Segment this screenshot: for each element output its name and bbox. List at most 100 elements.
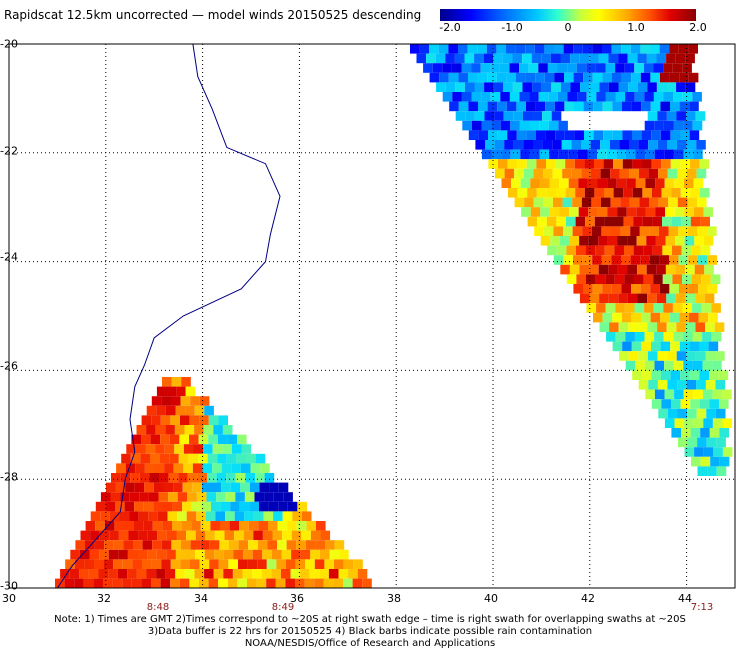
wind-cell [124, 521, 134, 531]
wind-cell [454, 53, 465, 64]
wind-cell [201, 482, 212, 493]
wind-cell [248, 521, 259, 531]
wind-cell [654, 120, 664, 131]
wind-cell [150, 434, 161, 445]
wind-cell [608, 53, 619, 64]
wind-cell [168, 473, 179, 483]
wind-cell [263, 511, 274, 521]
wind-cell [646, 236, 656, 246]
wind-cell [151, 415, 161, 425]
wind-cell [634, 303, 645, 313]
wind-cell [118, 530, 129, 541]
wind-cell [147, 549, 157, 560]
wind-cell [509, 92, 520, 102]
wind-cell [561, 140, 572, 150]
wind-cell [320, 530, 331, 541]
wind-cell [141, 434, 151, 445]
wind-cell [234, 511, 245, 521]
wind-cell [694, 236, 704, 246]
wind-cell [533, 140, 543, 150]
wind-cell [249, 482, 260, 493]
wind-cell [641, 101, 651, 112]
wind-cell [551, 111, 562, 121]
wind-cell [621, 312, 632, 323]
wind-cell [599, 293, 609, 304]
wind-cell [238, 540, 249, 550]
wind-cell [483, 53, 494, 64]
wind-cell [89, 549, 100, 560]
wind-cell [548, 120, 559, 131]
wind-cell [301, 530, 311, 541]
wind-cell [707, 255, 717, 265]
lat-label: -26 [0, 359, 18, 373]
note-line-3: NOAA/NESDIS/Office of Research and Appli… [244, 638, 496, 649]
wind-cell [109, 511, 120, 521]
wind-cell [498, 159, 508, 169]
wind-cell [690, 188, 700, 198]
wind-cell [649, 255, 660, 265]
wind-cell [592, 44, 602, 54]
wind-cell [647, 293, 657, 304]
wind-cell [503, 82, 513, 92]
wind-cell [190, 559, 200, 569]
wind-cell [617, 207, 627, 217]
wind-cell [677, 437, 688, 448]
wind-cell [650, 101, 661, 112]
wind-cell [522, 53, 532, 64]
wind-cell [94, 540, 105, 550]
wind-cell [218, 559, 229, 569]
lat-label: -24 [0, 250, 18, 264]
wind-cell [530, 207, 541, 217]
wind-cell [143, 501, 154, 512]
wind-cell [673, 149, 684, 160]
wind-cell [556, 216, 566, 227]
wind-cell [516, 130, 527, 140]
wind-cell [641, 370, 652, 380]
wind-cell [609, 140, 620, 150]
wind-cell [501, 149, 511, 160]
wind-cell [663, 332, 674, 342]
wind-cell [490, 63, 500, 73]
wind-cell [652, 188, 662, 198]
wind-cell [679, 72, 689, 83]
wind-cell [583, 101, 594, 112]
wind-cell [283, 492, 293, 502]
wind-cell [553, 255, 564, 265]
wind-cell [474, 53, 484, 64]
lat-label: -28 [0, 470, 18, 484]
wind-cell [237, 434, 247, 445]
wind-cell [528, 63, 539, 73]
wind-cell [579, 293, 590, 304]
wind-cell [586, 92, 597, 102]
wind-cell [90, 530, 100, 541]
wind-cell [599, 82, 609, 92]
wind-cell [225, 511, 235, 521]
wind-cell [604, 188, 614, 198]
wind-cell [478, 130, 488, 140]
wind-cell [650, 312, 661, 323]
wind-cell [658, 197, 669, 208]
wind-cell [676, 111, 687, 121]
wind-cell [641, 312, 651, 323]
wind-cell [488, 130, 498, 140]
wind-cell [257, 559, 267, 569]
wind-cell [504, 140, 514, 150]
wind-cell [183, 444, 194, 454]
wind-cell [691, 274, 702, 284]
wind-cell [570, 82, 581, 92]
wind-cell [684, 236, 695, 246]
wind-cell [696, 168, 707, 179]
wind-cell [710, 456, 720, 467]
wind-cell [343, 578, 353, 589]
wind-cell [633, 216, 643, 227]
wind-cell [221, 463, 232, 473]
wind-cell [582, 226, 592, 236]
wind-cell [666, 82, 677, 92]
wind-cell [593, 101, 603, 112]
wind-cell [569, 207, 579, 217]
wind-cell [565, 188, 576, 198]
wind-cell [127, 549, 138, 560]
wind-cell [186, 530, 196, 541]
wind-cell [722, 389, 732, 400]
map-title: Rapidscat 12.5km uncorrected — model win… [4, 8, 422, 22]
